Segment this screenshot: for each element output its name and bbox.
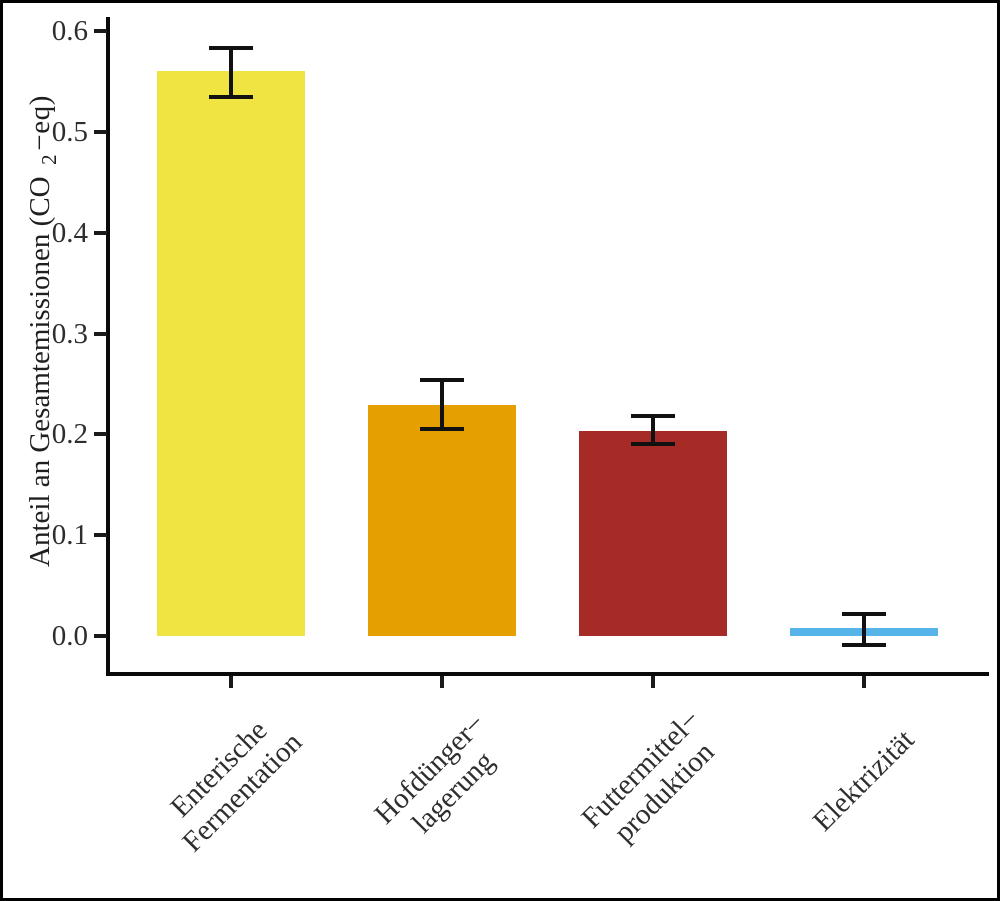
error-bar-cap [209, 94, 253, 99]
error-bar-cap [842, 643, 886, 648]
y-tick-label: 0.4 [51, 216, 88, 249]
x-tick-mark [862, 676, 866, 688]
y-tick-mark [94, 29, 107, 33]
y-axis-title: Anteil an Gesamtemissionen (CO 2 −eq) [24, 95, 62, 567]
error-bar-stem [862, 613, 866, 646]
x-tick-mark [440, 676, 444, 688]
error-bar-cap [209, 46, 253, 51]
error-bar-stem [229, 48, 233, 97]
y-axis-line [106, 17, 110, 676]
x-category-label-elektrizit-t: Elektrizität [806, 723, 921, 838]
bar-enterische-fermentation [157, 71, 305, 636]
x-tick-mark [229, 676, 233, 688]
error-bar-cap [842, 611, 886, 616]
bar-futtermittel-produktion [579, 431, 727, 636]
y-axis-title-subscript: 2 [37, 154, 62, 165]
y-tick-label: 0.3 [51, 317, 88, 350]
y-tick-label: 0.2 [51, 418, 88, 451]
error-bar-stem [651, 416, 655, 445]
bar-chart: 0.0 0.1 0.2 0.3 0.4 0.5 0.6 Enterische Ferment… [3, 3, 997, 898]
x-tick-mark [651, 676, 655, 688]
y-tick-mark [94, 432, 107, 437]
y-tick-mark [94, 230, 107, 235]
y-tick-mark [94, 331, 107, 336]
y-tick-label: 0.6 [51, 15, 88, 47]
y-tick-mark [94, 129, 107, 134]
x-category-label-hofd-nger-lagerung: Hofdünger− lagerung [368, 707, 501, 840]
error-bar-cap [631, 442, 675, 447]
y-tick-label: 0.1 [51, 519, 88, 552]
error-bar-cap [420, 427, 464, 432]
y-tick-label: 0.0 [51, 620, 88, 652]
y-axis-title-suffix: −eq) [23, 95, 56, 151]
error-bar-stem [440, 379, 444, 430]
y-tick-mark [94, 634, 107, 638]
x-category-label-enterische-fermentation: Enterische Fermentation [164, 714, 309, 859]
x-axis-line [106, 672, 989, 676]
y-axis-title-main: Anteil an Gesamtemissionen (CO [23, 176, 56, 567]
y-tick-mark [94, 533, 107, 538]
error-bar-cap [631, 414, 675, 419]
error-bar-cap [420, 377, 464, 382]
bar-hofd-nger-lagerung [368, 405, 516, 636]
y-tick-label: 0.5 [51, 115, 88, 148]
x-category-label-futtermittel-produktion: Futtermittel− produktion [575, 703, 721, 849]
